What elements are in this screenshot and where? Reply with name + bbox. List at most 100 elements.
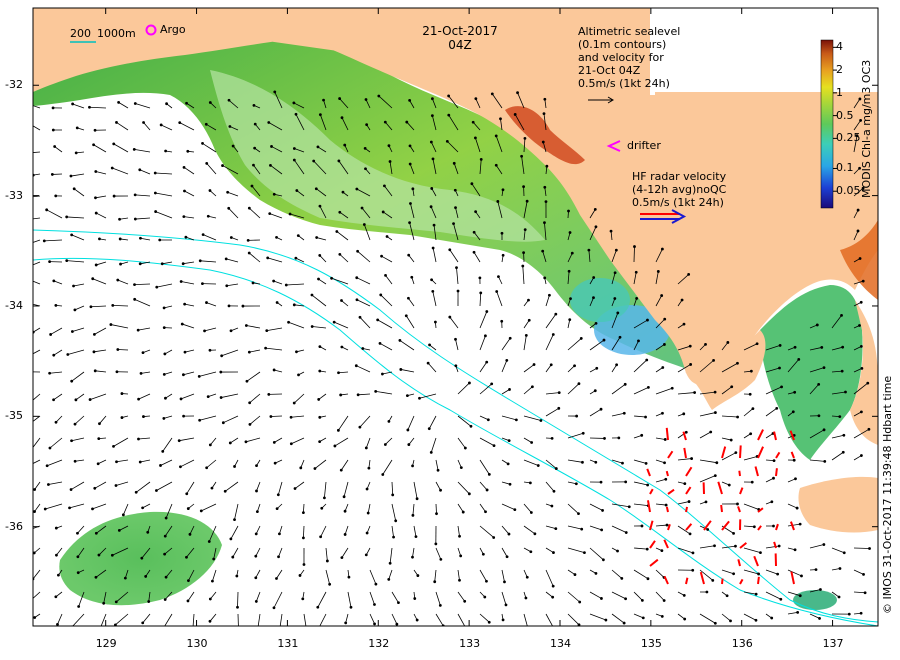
velocity-arrow: [633, 387, 649, 395]
velocity-arrow: [138, 393, 151, 400]
velocity-arrow: [633, 340, 639, 351]
velocity-arrow: [457, 503, 464, 513]
velocity-arrowhead: [485, 310, 489, 313]
velocity-arrow: [611, 384, 626, 395]
velocity-arrowhead: [219, 396, 223, 399]
velocity-arrow: [226, 283, 239, 287]
velocity-arrow: [222, 165, 239, 175]
velocity-arrow: [226, 258, 239, 263]
velocity-arrowhead: [392, 535, 395, 539]
velocity-arrowhead: [492, 444, 496, 448]
velocity-arrowhead: [310, 293, 314, 297]
velocity-arrowhead: [26, 403, 29, 406]
velocity-arrowhead: [474, 210, 478, 214]
velocity-arrow: [655, 459, 665, 464]
velocity-arrowhead: [778, 366, 781, 370]
velocity-arrowhead: [859, 300, 863, 304]
velocity-arrowhead: [247, 251, 251, 255]
velocity-arrowhead: [404, 314, 408, 318]
velocity-arrowhead: [205, 466, 209, 470]
velocity-arrowhead: [186, 149, 190, 153]
velocity-arrowhead: [319, 535, 323, 539]
velocity-arrowhead: [715, 461, 719, 465]
velocity-arrowhead: [94, 170, 98, 173]
velocity-arrow: [67, 349, 85, 355]
velocity-arrowhead: [408, 144, 412, 148]
velocity-arrow: [256, 481, 261, 492]
velocity-arrowhead: [407, 296, 410, 300]
velocity-arrowhead: [860, 454, 863, 457]
velocity-arrowhead: [115, 460, 118, 464]
velocity-arrowhead: [235, 574, 239, 578]
velocity-arrowhead: [292, 147, 296, 150]
velocity-arrowhead: [355, 187, 359, 191]
velocity-arrowhead: [136, 328, 140, 332]
velocity-arrow: [457, 382, 470, 395]
velocity-arrowhead: [663, 343, 666, 346]
velocity-arrow: [853, 209, 859, 219]
velocity-arrowhead: [856, 208, 860, 212]
velocity-arrowhead: [706, 528, 710, 531]
velocity-arrow: [501, 389, 510, 395]
velocity-arrowhead: [543, 97, 547, 101]
velocity-arrowhead: [365, 123, 369, 127]
velocity-arrowhead: [27, 122, 30, 125]
colorbar-tick-label: 0.5: [836, 108, 854, 122]
velocity-arrowhead: [164, 516, 168, 520]
velocity-arrowhead: [454, 206, 457, 210]
velocity-arrowhead: [485, 360, 489, 364]
velocity-arrowhead: [727, 483, 731, 487]
velocity-arrowhead: [343, 509, 347, 513]
velocity-arrowhead: [112, 194, 116, 198]
velocity-arrowhead: [199, 509, 203, 513]
velocity-arrow: [278, 547, 283, 557]
velocity-arrowhead: [272, 440, 276, 444]
velocity-arrow: [567, 271, 570, 285]
velocity-arrowhead: [817, 383, 821, 386]
velocity-arrow: [164, 613, 173, 626]
velocity-arrow: [227, 191, 239, 197]
velocity-arrowhead: [411, 187, 415, 191]
velocity-arrowhead: [275, 507, 279, 511]
velocity-arrow: [677, 364, 691, 373]
velocity-arrow: [365, 437, 371, 449]
velocity-arrow: [209, 613, 217, 622]
velocity-arrow: [809, 544, 824, 549]
velocity-arrowhead: [663, 461, 666, 465]
velocity-arrow: [341, 300, 349, 307]
velocity-arrow: [567, 383, 580, 395]
velocity-arrowhead: [146, 530, 150, 534]
velocity-arrow: [655, 569, 665, 578]
velocity-arrowhead: [497, 275, 500, 279]
velocity-arrowhead: [268, 212, 272, 216]
velocity-arrowhead: [383, 443, 387, 446]
velocity-arrowhead: [224, 257, 228, 261]
velocity-arrow: [391, 481, 394, 495]
velocity-arrowhead: [272, 606, 276, 610]
velocity-arrow: [408, 298, 415, 307]
velocity-arrow: [135, 194, 151, 197]
velocity-arrow: [448, 114, 459, 131]
velocity-arrow: [245, 437, 261, 443]
velocity-arrow: [95, 370, 107, 373]
velocity-arrowhead: [278, 532, 281, 536]
velocity-arrow: [428, 415, 437, 429]
velocity-arrowhead: [343, 533, 347, 536]
velocity-arrow: [73, 188, 85, 197]
velocity-arrow: [45, 503, 63, 510]
velocity-arrow: [831, 451, 844, 461]
velocity-arrow: [567, 503, 579, 514]
velocity-arrow: [296, 190, 305, 197]
velocity-arrowhead: [780, 385, 783, 389]
velocity-arrowhead: [355, 276, 359, 280]
velocity-arrow: [228, 99, 239, 109]
velocity-arrow: [294, 304, 305, 307]
velocity-arrowhead: [391, 493, 395, 497]
velocity-arrow: [72, 327, 85, 332]
velocity-arrowhead: [179, 465, 182, 469]
radar-velocity-arrow: [757, 446, 764, 459]
velocity-arrowhead: [73, 459, 77, 463]
velocity-arrowhead: [601, 558, 605, 562]
velocity-arrow: [479, 383, 492, 395]
